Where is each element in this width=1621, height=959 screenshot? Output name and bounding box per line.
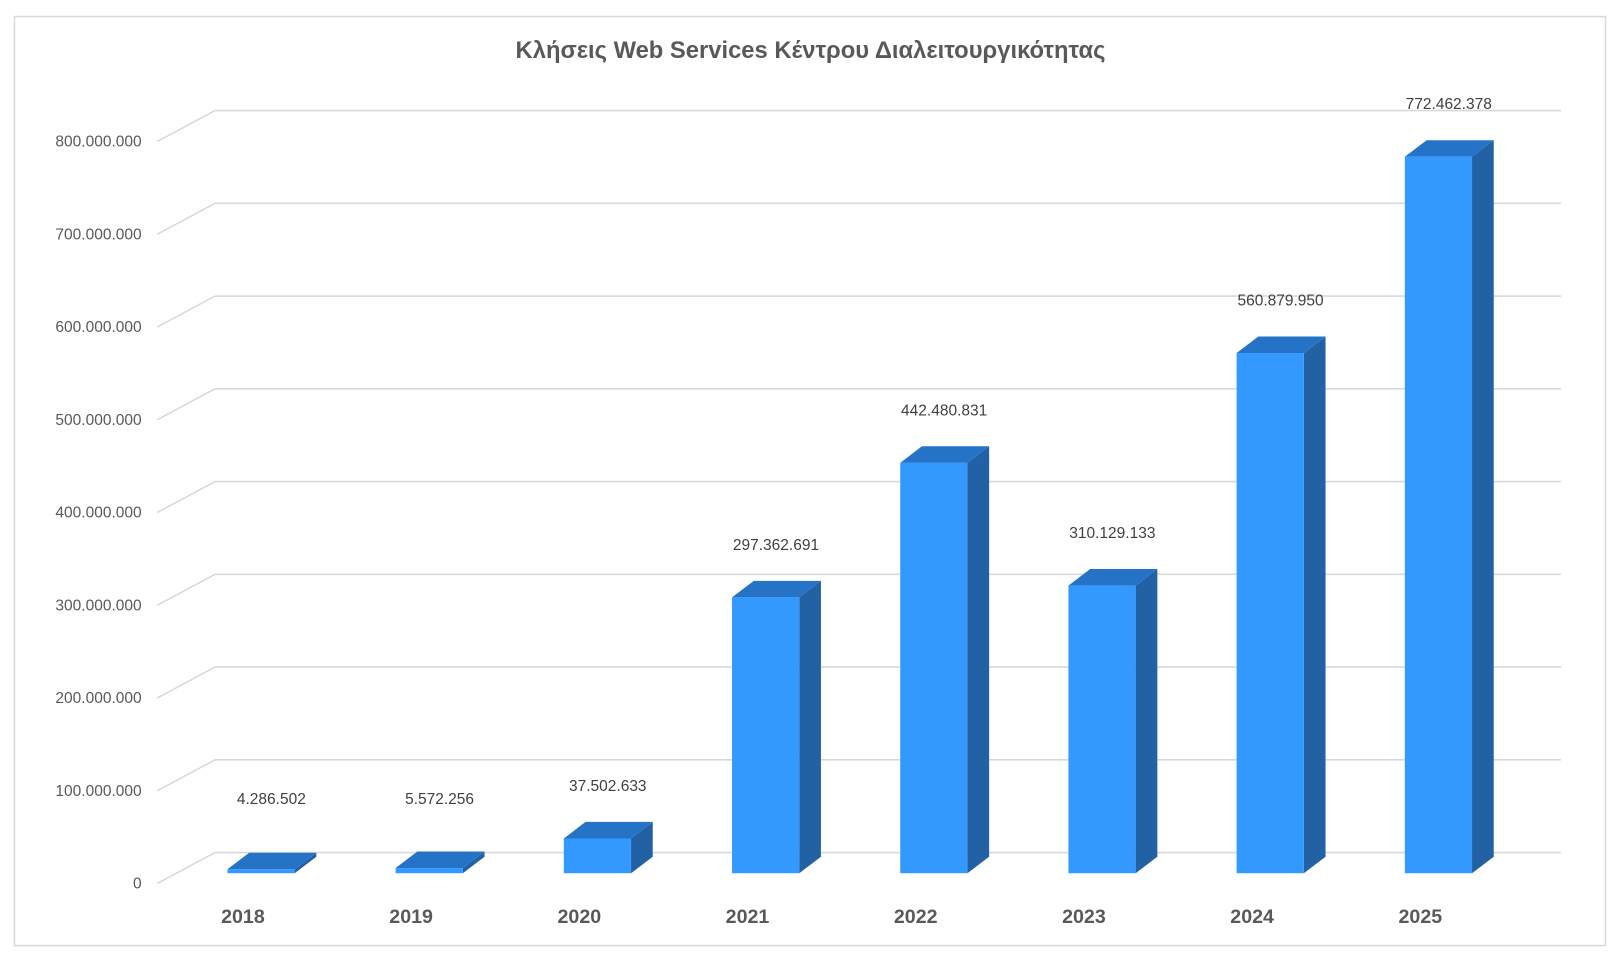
bar-front: [1404, 156, 1473, 874]
gridline-depth: [156, 202, 216, 236]
bar-side: [1135, 569, 1158, 874]
bar-front: [732, 597, 800, 874]
bar-side: [462, 851, 485, 874]
bar-front: [1236, 353, 1304, 874]
bar-side: [799, 580, 821, 874]
bar-2023: [1068, 569, 1158, 874]
gridline-depth: [156, 295, 216, 328]
y-tick-label: 800.000.000: [55, 134, 142, 151]
bar-2020: [563, 821, 653, 874]
bar-top: [1236, 336, 1326, 354]
x-tick-label: 2024: [1230, 906, 1274, 928]
data-label: 772.462.378: [1406, 96, 1492, 113]
x-tick-label: 2021: [726, 906, 770, 928]
y-tick-label: 100.000.000: [55, 783, 142, 800]
data-label: 560.879.950: [1237, 292, 1324, 309]
bar-2025: [1404, 140, 1494, 874]
x-tick-label: 2022: [894, 906, 938, 928]
gridline-depth: [156, 851, 216, 885]
bar-top: [1404, 140, 1494, 157]
bar-side: [294, 852, 317, 874]
bar-2021: [732, 580, 821, 874]
y-tick-label: 700.000.000: [55, 226, 142, 243]
gridline-depth: [156, 666, 216, 699]
y-tick-label: 500.000.000: [55, 412, 142, 429]
data-label: 37.502.633: [569, 778, 647, 795]
gridline-depth: [156, 388, 216, 421]
y-tick-label: 200.000.000: [55, 690, 142, 707]
bar-front: [563, 838, 632, 874]
data-label: 4.286.502: [237, 791, 306, 808]
x-tick-label: 2018: [221, 906, 265, 928]
gridline-depth: [156, 573, 216, 607]
bar-2024: [1236, 336, 1326, 874]
x-tick-label: 2023: [1062, 906, 1106, 928]
bar-top: [1068, 569, 1158, 586]
bar-front: [227, 869, 295, 874]
bar-top: [732, 580, 821, 598]
y-tick-label: 300.000.000: [55, 597, 142, 614]
bar-side: [1472, 140, 1494, 874]
bar-top: [900, 446, 990, 463]
x-tick-label: 2025: [1398, 906, 1442, 928]
bar-2022: [900, 446, 990, 874]
bar-top: [563, 821, 653, 839]
bar-side: [967, 446, 990, 874]
bar-side: [1303, 336, 1326, 874]
y-tick-label: 0: [133, 876, 142, 893]
bar-top: [227, 852, 317, 870]
y-tick-label: 400.000.000: [55, 505, 142, 522]
data-label: 297.362.691: [733, 537, 819, 554]
bar-2019: [395, 851, 485, 874]
x-tick-label: 2019: [389, 906, 433, 928]
bar-top: [395, 851, 485, 869]
bar-front: [900, 462, 968, 874]
bar-front: [395, 868, 463, 874]
data-label: 5.572.256: [405, 791, 474, 808]
chart-title: Κλήσεις Web Services Κέντρου Διαλειτουργ…: [516, 37, 1106, 64]
bar-front: [1068, 585, 1136, 874]
gridline-depth: [156, 759, 216, 792]
gridline-depth: [156, 480, 216, 514]
y-tick-label: 600.000.000: [55, 319, 142, 336]
bar-2018: [227, 852, 317, 874]
data-label: 442.480.831: [901, 402, 987, 419]
bar-side: [631, 821, 653, 874]
data-label: 310.129.133: [1069, 525, 1155, 542]
gridline-depth: [156, 109, 216, 143]
x-tick-label: 2020: [558, 906, 602, 928]
